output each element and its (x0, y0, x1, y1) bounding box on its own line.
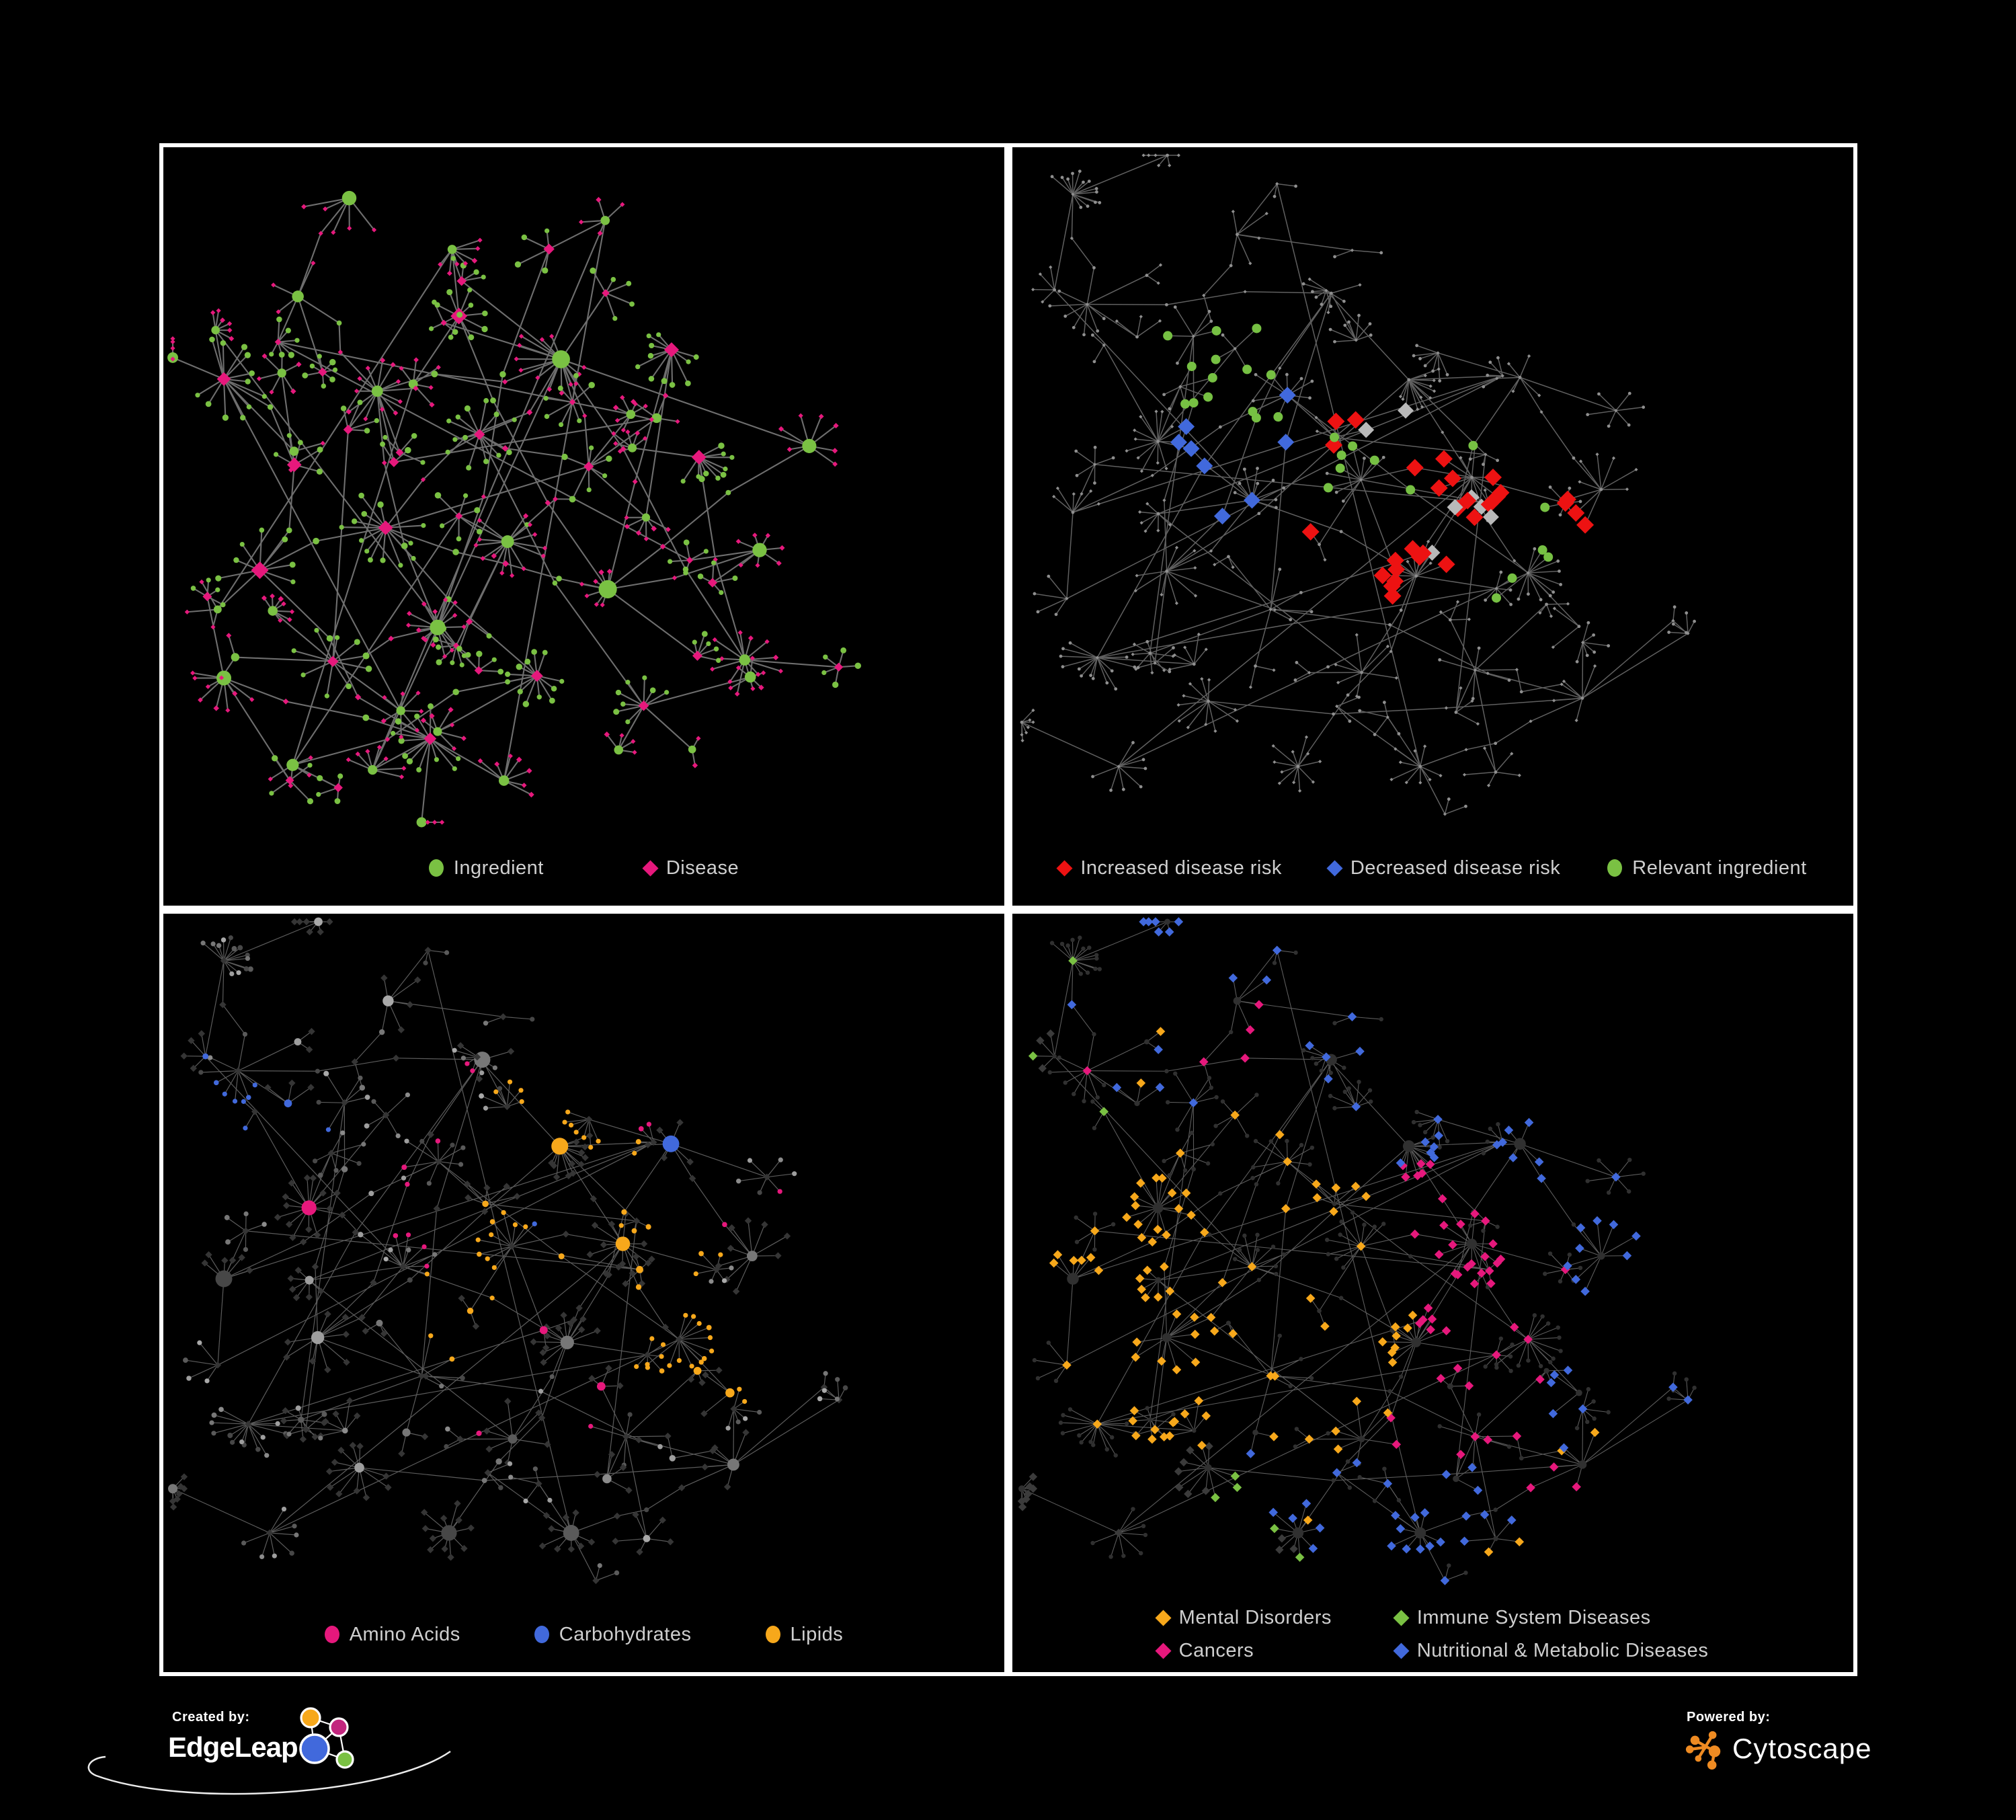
legend-item-decreased-disease-risk: Decreased disease risk (1326, 857, 1561, 879)
legend-circle-marker (534, 1626, 549, 1643)
legend-label: Disease (666, 857, 739, 879)
powered-by-block: Powered by: Cytoscape (1684, 1710, 1966, 1804)
created-by-block: Created by: EdgeLeap (87, 1707, 518, 1817)
legend-item-disease: Disease (642, 857, 739, 879)
legend-diamond-marker (1393, 1643, 1410, 1659)
legend-item-carbohydrates: Carbohydrates (534, 1624, 692, 1646)
network-disease-categories (1017, 917, 1697, 1585)
edgeleap-wordmark: EdgeLeap (168, 1731, 298, 1763)
cytoscape-wordmark: Cytoscape (1732, 1733, 1872, 1764)
legend-label: Lipids (790, 1623, 844, 1645)
legend-disease-categories: Mental Disorders Immune System Diseases Ca… (1012, 1597, 1853, 1672)
legend-label: Ingredient (453, 857, 544, 879)
legend-item-cancers: Cancers (1155, 1640, 1332, 1662)
legend-diamond-marker (1393, 1610, 1410, 1626)
legend-label: Amino Acids (349, 1623, 460, 1645)
legend-label: Immune System Diseases (1416, 1607, 1651, 1628)
legend-item-relevant-ingredient: Relevant ingredient (1607, 857, 1806, 879)
network-nutrients (167, 917, 848, 1585)
legend-circle-marker (428, 859, 444, 877)
legend-item-immune-system-diseases: Immune System Diseases (1393, 1607, 1708, 1629)
panel-disease-risk: Increased disease risk Decreased disease … (1008, 143, 1857, 910)
legend-item-lipids: Lipids (765, 1623, 844, 1646)
panel-nutrients: Amino Acids Carbohydrates Lipids (159, 910, 1008, 1676)
legend-label: Cancers (1178, 1640, 1254, 1661)
panel-ingredient-disease: Ingredient Disease (159, 143, 1008, 910)
panel-disease-categories: Mental Disorders Immune System Diseases Ca… (1008, 910, 1857, 1676)
legend-disease-risk: Increased disease risk Decreased disease … (1012, 830, 1853, 906)
legend-item-increased-disease-risk: Increased disease risk (1056, 857, 1282, 879)
legend-ingredient-disease: Ingredient Disease (163, 830, 1004, 906)
edgeleap-logo-icon (299, 1707, 354, 1769)
legend-diamond-marker (1155, 1643, 1172, 1659)
legend-item-mental-disorders: Mental Disorders (1155, 1607, 1332, 1629)
legend-diamond-marker (1056, 859, 1073, 877)
legend-label: Carbohydrates (559, 1623, 692, 1645)
legend-circle-marker (1607, 859, 1623, 877)
legend-label: Mental Disorders (1178, 1607, 1332, 1628)
legend-label: Relevant ingredient (1632, 857, 1807, 879)
legend-label: Decreased disease risk (1350, 857, 1561, 879)
network-ingredient-disease (167, 190, 862, 828)
legend-label: Nutritional & Metabolic Diseases (1416, 1640, 1709, 1661)
legend-item-nutritional-metabolic-diseases: Nutritional & Metabolic Diseases (1393, 1640, 1709, 1662)
network-disease-risk (1020, 153, 1696, 816)
panel-grid: Ingredient Disease Increased disease risk D… (159, 143, 1857, 1676)
legend-item-amino-acids: Amino Acids (324, 1623, 460, 1646)
legend-item-ingredient: Ingredient (428, 857, 544, 879)
legend-diamond-marker (642, 859, 659, 877)
legend-label: Increased disease risk (1080, 857, 1282, 879)
cytoscape-logo-icon (1685, 1731, 1721, 1770)
legend-diamond-marker (1326, 859, 1343, 877)
legend-circle-marker (324, 1626, 339, 1643)
legend-diamond-marker (1155, 1610, 1172, 1626)
legend-circle-marker (765, 1626, 780, 1643)
legend-nutrients: Amino Acids Carbohydrates Lipids (163, 1597, 1004, 1672)
powered-by-label: Powered by: (1687, 1710, 1771, 1725)
created-by-label: Created by: (172, 1710, 250, 1725)
